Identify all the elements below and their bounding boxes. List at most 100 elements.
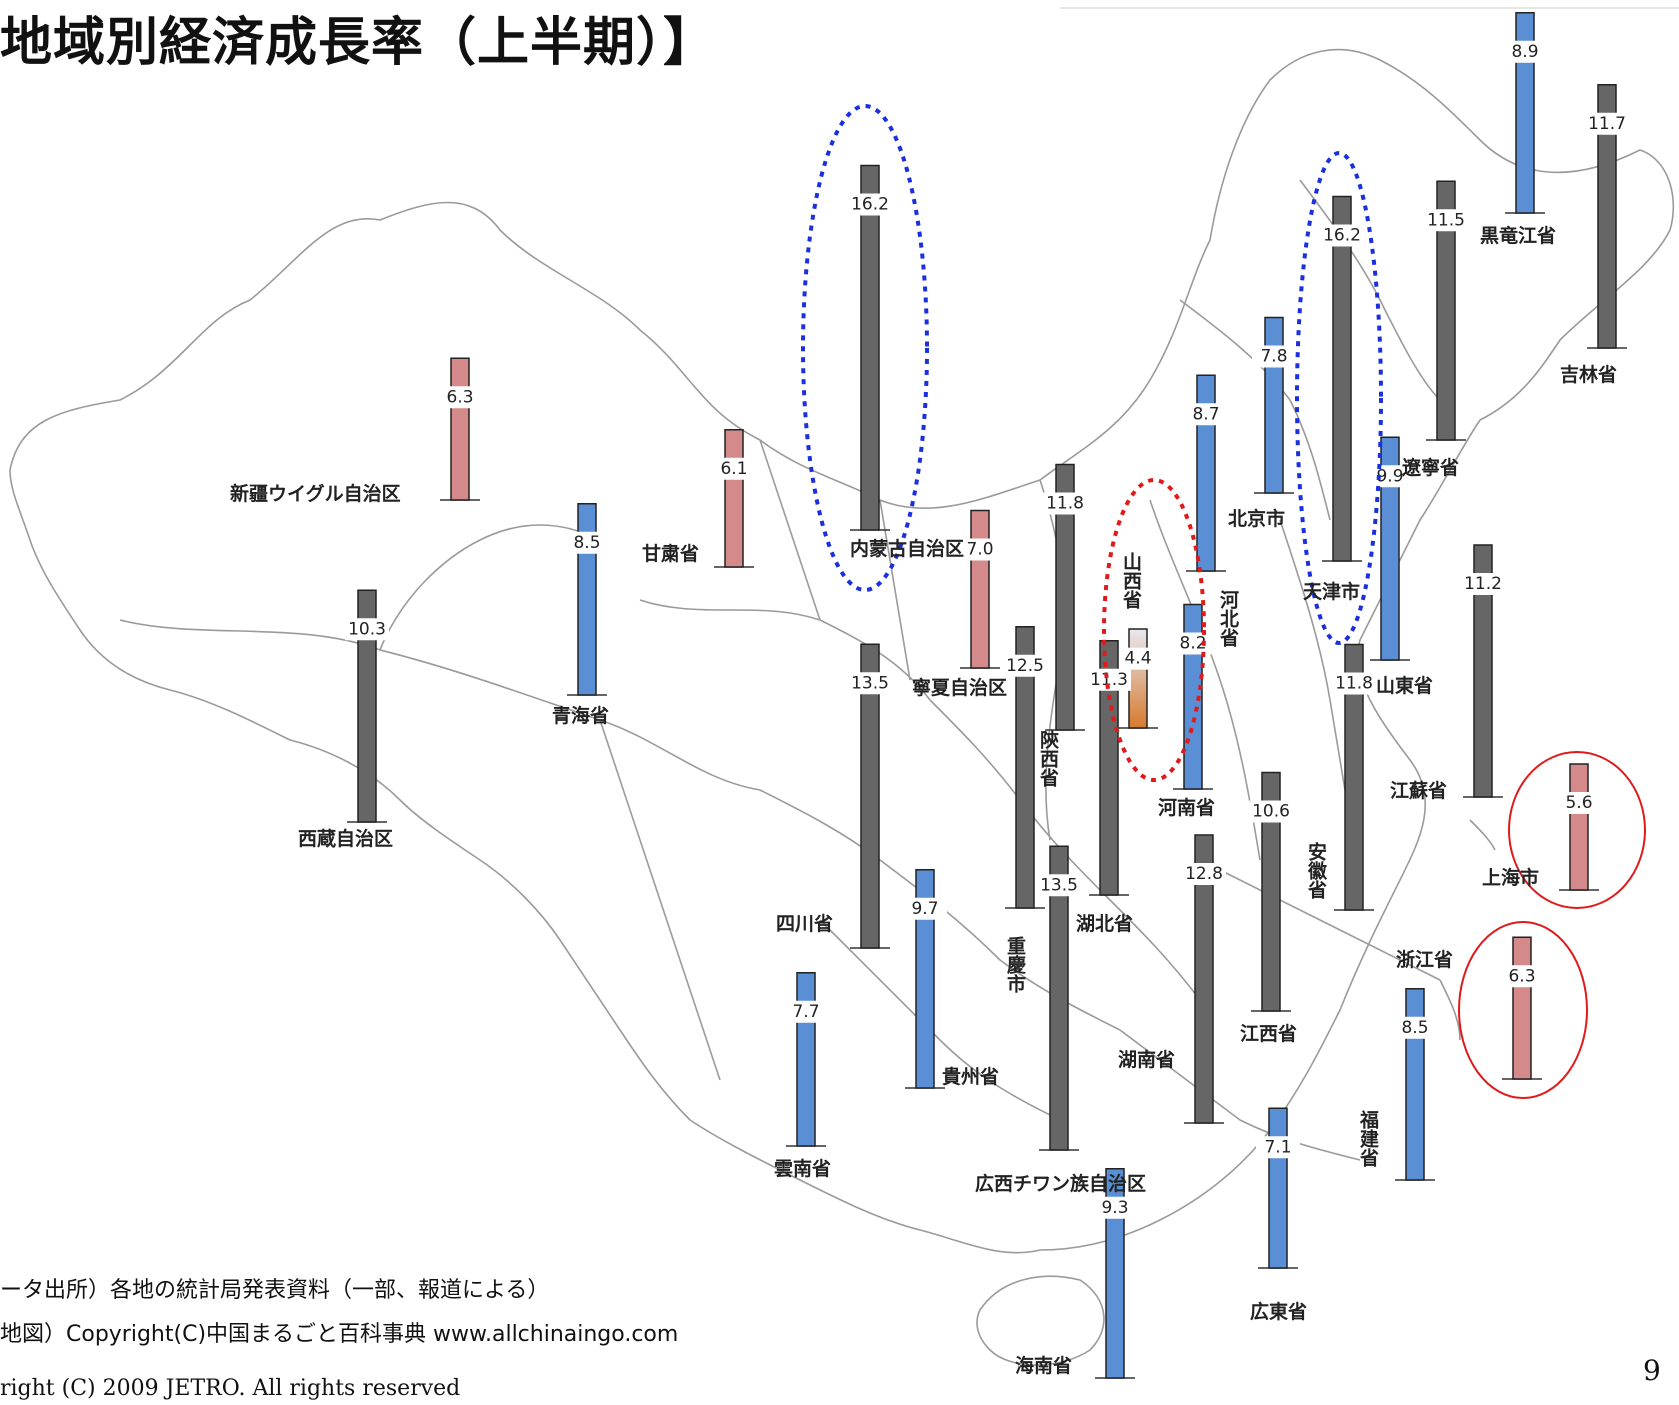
bar-20-value-label: 11.8: [1335, 674, 1373, 694]
bar-29-region-label: 広東省: [1250, 1300, 1307, 1323]
bar-8-region-label: 河北省: [1217, 590, 1240, 648]
bar-30-region-label: 海南省: [1015, 1354, 1072, 1377]
bar-20-value-bg: [1332, 672, 1376, 695]
bar-27-region-label: 福建省: [1357, 1109, 1380, 1168]
bar-24-rect: [1194, 834, 1214, 1124]
bar-4-value-label: 10.3: [348, 619, 386, 639]
bar-18-value-label: 11.2: [1464, 574, 1502, 594]
bar-30-value-bg: [1093, 1196, 1137, 1219]
bar-7-value-label: 4.4: [1124, 649, 1151, 669]
bar-3-value-bg: [565, 531, 609, 554]
bar-24-value-label: 12.8: [1185, 864, 1223, 884]
highlight-oval-zhejiang: [1458, 921, 1588, 1099]
bar-1-value-label: 6.1: [720, 459, 747, 479]
bar-20-region-label: 安徽省: [1305, 841, 1328, 900]
bar-24-region-label: 湖南省: [1118, 1049, 1175, 1071]
bar-22-value-label: 9.7: [911, 899, 938, 919]
bar-15-value-bg: [1003, 654, 1047, 677]
bar-0-rect: [450, 357, 470, 501]
bar-9-value-label: 7.8: [1260, 347, 1287, 367]
highlight-oval-shanxi: [1102, 478, 1206, 782]
bar-17-value-bg: [1368, 465, 1412, 488]
bar-14-value-bg: [848, 672, 892, 695]
bar-13-value-label: 11.7: [1588, 114, 1626, 134]
bar-4-region-label: 西蔵自治区: [298, 827, 393, 850]
bar-18-value-bg: [1461, 573, 1505, 595]
bar-7-region-label: 山西省: [1120, 552, 1143, 610]
bar-7-value-bg: [1116, 647, 1160, 670]
bar-26-value-bg: [1500, 965, 1544, 988]
bar-24-value-bg: [1182, 863, 1226, 885]
bar-6-rect: [1055, 463, 1075, 731]
bar-19-region-label: 湖北省: [1076, 913, 1133, 935]
bar-23-rect: [796, 972, 816, 1147]
bar-19-value-bg: [1087, 668, 1131, 691]
bar-10-value-bg: [1320, 224, 1364, 247]
bar-1-region-label: 甘粛省: [642, 543, 699, 565]
bar-22-value-bg: [903, 897, 947, 920]
bar-5-region-label: 寧夏自治区: [912, 676, 1007, 699]
bar-2-rect: [860, 164, 880, 531]
bar-1-value-bg: [712, 457, 756, 480]
bar-7-rect: [1128, 628, 1148, 729]
bar-23-region-label: 雲南省: [774, 1158, 831, 1180]
bar-0-value-label: 6.3: [446, 387, 473, 407]
map-source-note: 地図）Copyright(C)中国まるごと百科事典 www.allchinain…: [0, 1322, 679, 1347]
bar-9-region-label: 北京市: [1228, 507, 1285, 530]
highlight-ovals: [801, 104, 1646, 1099]
bar-13-rect: [1597, 84, 1617, 349]
bar-6-value-label: 11.8: [1046, 494, 1084, 514]
bar-20-rect: [1344, 643, 1364, 911]
bar-8-value-label: 8.7: [1192, 404, 1219, 424]
bar-26-value-label: 6.3: [1508, 966, 1535, 986]
bar-12-rect: [1515, 12, 1535, 214]
bar-27-value-bg: [1393, 1016, 1437, 1039]
bar-28-value-bg: [1037, 874, 1081, 897]
bar-28-value-label: 13.5: [1040, 875, 1078, 895]
bar-14-region-label: 四川省: [776, 913, 833, 935]
bar-23-value-label: 7.7: [792, 1002, 819, 1022]
bar-28-rect: [1049, 845, 1069, 1151]
copyright-footer: right (C) 2009 JETRO. All rights reserve…: [0, 1376, 461, 1401]
bar-13-region-label: 吉林省: [1560, 363, 1617, 386]
bar-14-value-label: 13.5: [851, 673, 889, 693]
bar-2-region-label: 内蒙古自治区: [850, 537, 964, 560]
bar-29-value-label: 7.1: [1264, 1137, 1291, 1157]
bar-21-region-label: 上海市: [1482, 866, 1539, 889]
data-source-note: ータ出所）各地の統計局発表資料（一部、報道による）: [0, 1278, 550, 1303]
bar-25-region-label: 江西省: [1240, 1023, 1297, 1045]
bar-16-value-bg: [1171, 632, 1215, 655]
bar-18-region-label: 江蘇省: [1390, 780, 1447, 802]
bar-18-rect: [1473, 544, 1493, 798]
bar-22-rect: [915, 869, 935, 1089]
bar-5-value-bg: [958, 538, 1002, 561]
bar-10-value-label: 16.2: [1323, 226, 1361, 246]
bar-25-rect: [1261, 771, 1281, 1012]
bar-27-value-label: 8.5: [1401, 1018, 1428, 1038]
bar-17-region-label: 山東省: [1376, 674, 1433, 697]
bar-28-region-label: 広西チワン族自治区: [975, 1172, 1146, 1195]
bar-25-value-label: 10.6: [1252, 802, 1290, 822]
bar-11-rect: [1436, 180, 1456, 441]
page-number: 9: [1643, 1354, 1661, 1387]
bar-29-value-bg: [1256, 1136, 1300, 1159]
bar-21-value-label: 5.6: [1565, 793, 1592, 813]
bar-26-rect: [1512, 936, 1532, 1080]
bar-17-rect: [1380, 436, 1400, 661]
bar-8-value-bg: [1184, 403, 1228, 426]
bar-22-region-label: 貴州省: [942, 1065, 999, 1088]
bar-14-rect: [860, 643, 880, 949]
bar-30-value-label: 9.3: [1101, 1198, 1128, 1218]
bar-10-rect: [1332, 195, 1352, 562]
bar-2-value-bg: [848, 193, 892, 216]
bar-4-value-bg: [345, 618, 389, 641]
bar-5-rect: [970, 509, 990, 669]
map-outlines: [9, 48, 1675, 1366]
bar-11-region-label: 遼寧省: [1402, 456, 1459, 479]
bar-6-value-bg: [1043, 492, 1087, 515]
bar-12-value-label: 8.9: [1511, 42, 1538, 62]
highlight-oval-tianjin: [1295, 151, 1383, 645]
bar-23-value-bg: [784, 1000, 828, 1023]
bar-19-rect: [1099, 640, 1119, 896]
bar-11-value-bg: [1424, 209, 1468, 232]
